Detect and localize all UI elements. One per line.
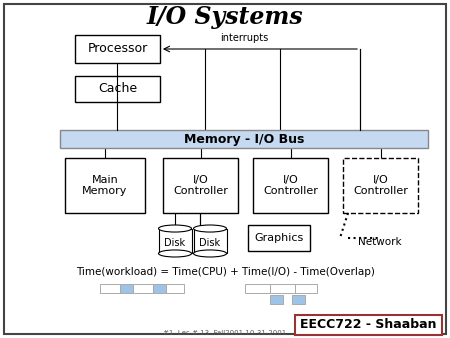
Ellipse shape [158,225,192,232]
Bar [292,295,305,304]
Bar [65,158,145,213]
Text: Main
Memory: Main Memory [82,175,128,196]
Bar [295,284,317,293]
Bar [75,76,160,102]
Text: I/O Systems: I/O Systems [147,5,303,29]
Text: I/O
Controller: I/O Controller [353,175,408,196]
Text: Cache: Cache [98,82,137,96]
Bar [163,158,238,213]
Text: #1  Lec # 13  Fall2001 10-31-2001: #1 Lec # 13 Fall2001 10-31-2001 [163,330,287,336]
Bar [133,284,153,293]
Ellipse shape [194,250,226,257]
Bar [253,158,328,213]
Bar [75,35,160,63]
Ellipse shape [194,225,226,232]
Bar [158,228,192,254]
Text: EECC722 - Shaaban: EECC722 - Shaaban [300,317,437,331]
Text: I/O
Controller: I/O Controller [263,175,318,196]
Text: Time(workload) = Time(CPU) + Time(I/O) - Time(Overlap): Time(workload) = Time(CPU) + Time(I/O) -… [76,267,374,277]
Text: Disk: Disk [199,238,220,248]
Bar [60,130,428,148]
Bar [100,284,120,293]
Bar [194,228,226,254]
Bar [343,158,418,213]
Bar [245,284,270,293]
Text: Graphics: Graphics [254,233,304,243]
Bar [120,284,133,293]
Bar [270,284,295,293]
Text: Network: Network [358,237,401,247]
Bar [270,295,283,304]
Ellipse shape [158,250,192,257]
Bar [153,284,166,293]
Text: Disk: Disk [164,238,185,248]
Text: Processor: Processor [87,43,148,55]
Bar [166,284,184,293]
Text: interrupts: interrupts [220,33,268,43]
Bar [295,315,442,335]
Bar [248,225,310,251]
Text: I/O
Controller: I/O Controller [173,175,228,196]
Text: Memory - I/O Bus: Memory - I/O Bus [184,132,304,145]
